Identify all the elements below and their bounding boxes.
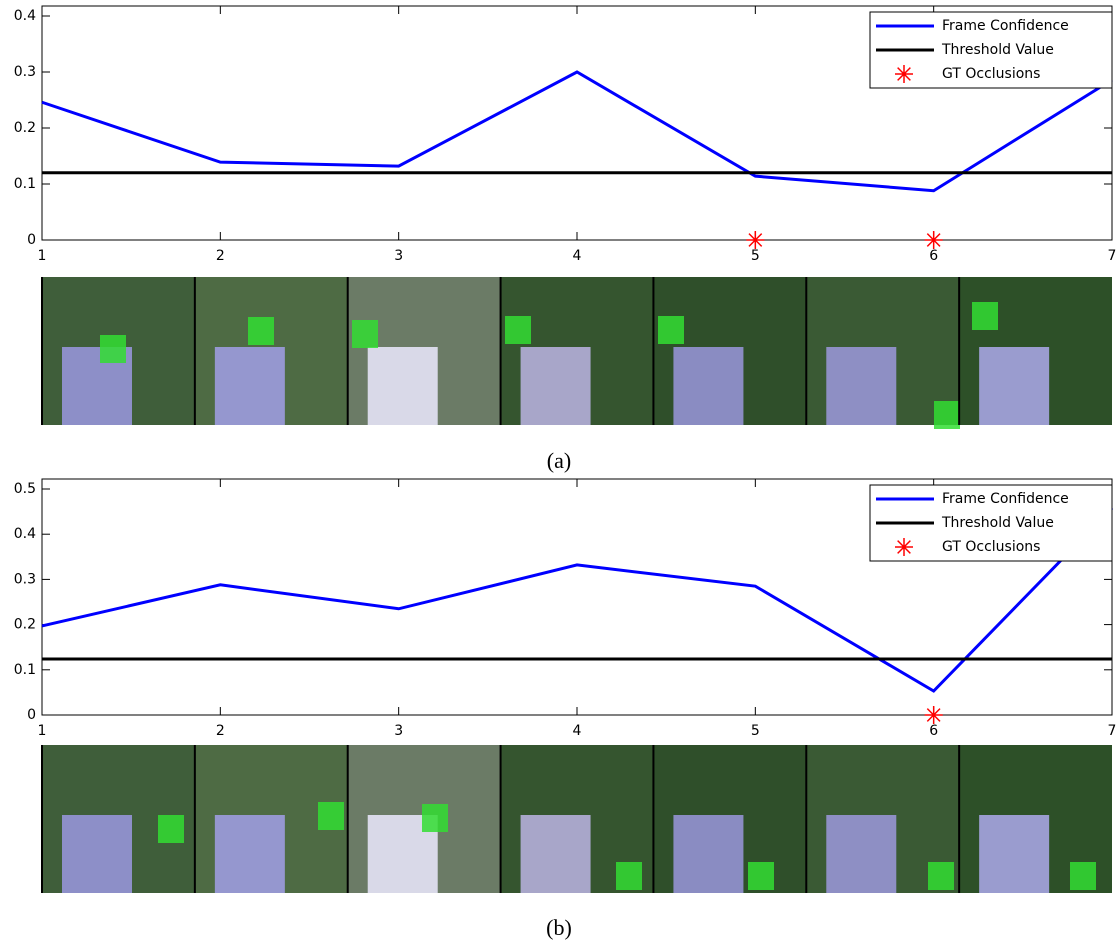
frame-person bbox=[673, 815, 743, 893]
x-tick-label: 7 bbox=[1108, 248, 1117, 264]
x-tick-label: 4 bbox=[573, 723, 582, 739]
frame-person bbox=[673, 347, 743, 425]
x-tick-label: 1 bbox=[38, 723, 47, 739]
x-tick-label: 2 bbox=[216, 248, 225, 264]
legend-label: Threshold Value bbox=[941, 515, 1054, 531]
frame-person bbox=[826, 815, 896, 893]
detection-box bbox=[972, 302, 998, 330]
x-tick-label: 6 bbox=[929, 248, 938, 264]
frame-person bbox=[979, 347, 1049, 425]
frame-person bbox=[979, 815, 1049, 893]
detection-box bbox=[505, 316, 531, 344]
frame-person bbox=[215, 347, 285, 425]
y-tick-label: 0.5 bbox=[14, 481, 36, 497]
frame-person bbox=[521, 347, 591, 425]
detection-box bbox=[100, 335, 126, 363]
y-tick-label: 0.2 bbox=[14, 617, 36, 633]
y-tick-label: 0.2 bbox=[14, 120, 36, 136]
detection-box bbox=[158, 815, 184, 843]
legend-label: Frame Confidence bbox=[942, 491, 1069, 507]
caption: (a) bbox=[547, 448, 571, 473]
x-tick-label: 5 bbox=[751, 248, 760, 264]
detection-box bbox=[934, 401, 960, 429]
legend-label: Frame Confidence bbox=[942, 18, 1069, 34]
x-tick-label: 1 bbox=[38, 248, 47, 264]
detection-box bbox=[928, 862, 954, 890]
legend-symbol bbox=[895, 538, 913, 556]
legend-label: GT Occlusions bbox=[942, 539, 1040, 555]
y-tick-label: 0.4 bbox=[14, 526, 36, 542]
occlusion-marker bbox=[925, 231, 943, 249]
x-tick-label: 2 bbox=[216, 723, 225, 739]
detection-box bbox=[248, 317, 274, 345]
y-tick-label: 0 bbox=[27, 232, 36, 248]
y-tick-label: 0.3 bbox=[14, 64, 36, 80]
x-tick-label: 5 bbox=[751, 723, 760, 739]
legend-label: Threshold Value bbox=[941, 42, 1054, 58]
x-tick-label: 4 bbox=[573, 248, 582, 264]
caption: (b) bbox=[546, 915, 572, 940]
figure: 0 0.1 0.2 0.3 0.4 1 2 3 4 5 6 7 Frame Confidence Thre… bbox=[0, 0, 1118, 948]
x-tick-label: 3 bbox=[394, 723, 403, 739]
frame-person bbox=[62, 815, 132, 893]
detection-box bbox=[658, 316, 684, 344]
detection-box bbox=[748, 862, 774, 890]
detection-box bbox=[318, 802, 344, 830]
y-tick-label: 0.1 bbox=[14, 176, 36, 192]
frame-person bbox=[826, 347, 896, 425]
x-tick-label: 6 bbox=[929, 723, 938, 739]
detection-box bbox=[422, 804, 448, 832]
y-tick-label: 0.4 bbox=[14, 8, 36, 24]
frame-person bbox=[368, 347, 438, 425]
y-tick-label: 0 bbox=[27, 707, 36, 723]
frame-person bbox=[215, 815, 285, 893]
x-tick-label: 7 bbox=[1108, 723, 1117, 739]
occlusion-marker bbox=[925, 706, 943, 724]
x-tick-label: 3 bbox=[394, 248, 403, 264]
y-tick-label: 0.3 bbox=[14, 571, 36, 587]
detection-box bbox=[616, 862, 642, 890]
frame-person bbox=[521, 815, 591, 893]
y-tick-label: 0.1 bbox=[14, 662, 36, 678]
detection-box bbox=[1070, 862, 1096, 890]
legend-label: GT Occlusions bbox=[942, 66, 1040, 82]
occlusion-marker bbox=[746, 231, 764, 249]
detection-box bbox=[352, 320, 378, 348]
legend-symbol bbox=[895, 65, 913, 83]
